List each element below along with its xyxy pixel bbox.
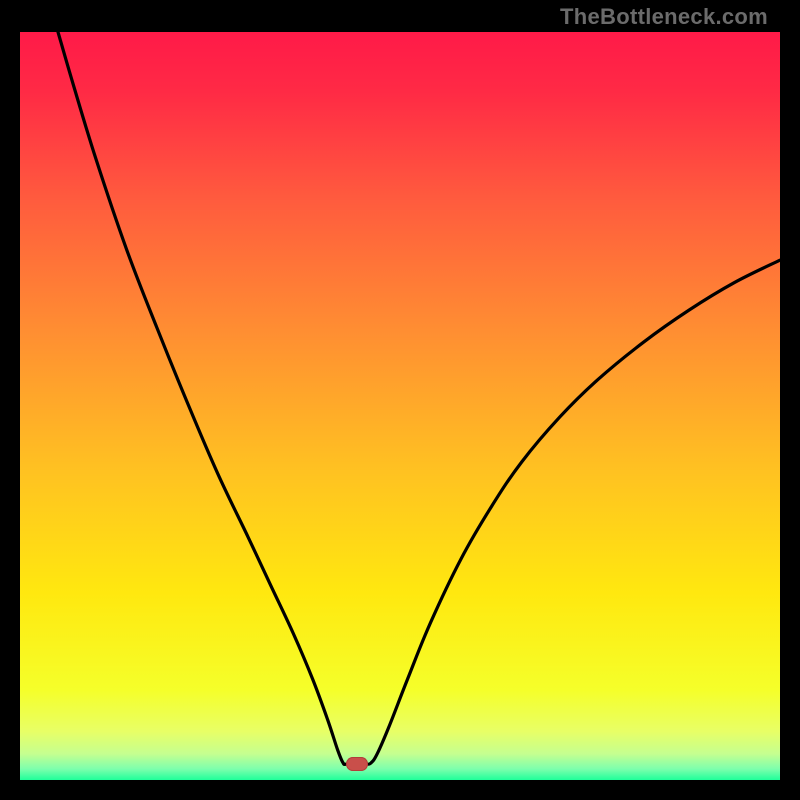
bottleneck-curve (20, 32, 780, 780)
bottleneck-marker (346, 757, 368, 771)
plot-area (20, 32, 780, 780)
chart-stage: TheBottleneck.com (0, 0, 800, 800)
watermark-text: TheBottleneck.com (560, 4, 768, 30)
